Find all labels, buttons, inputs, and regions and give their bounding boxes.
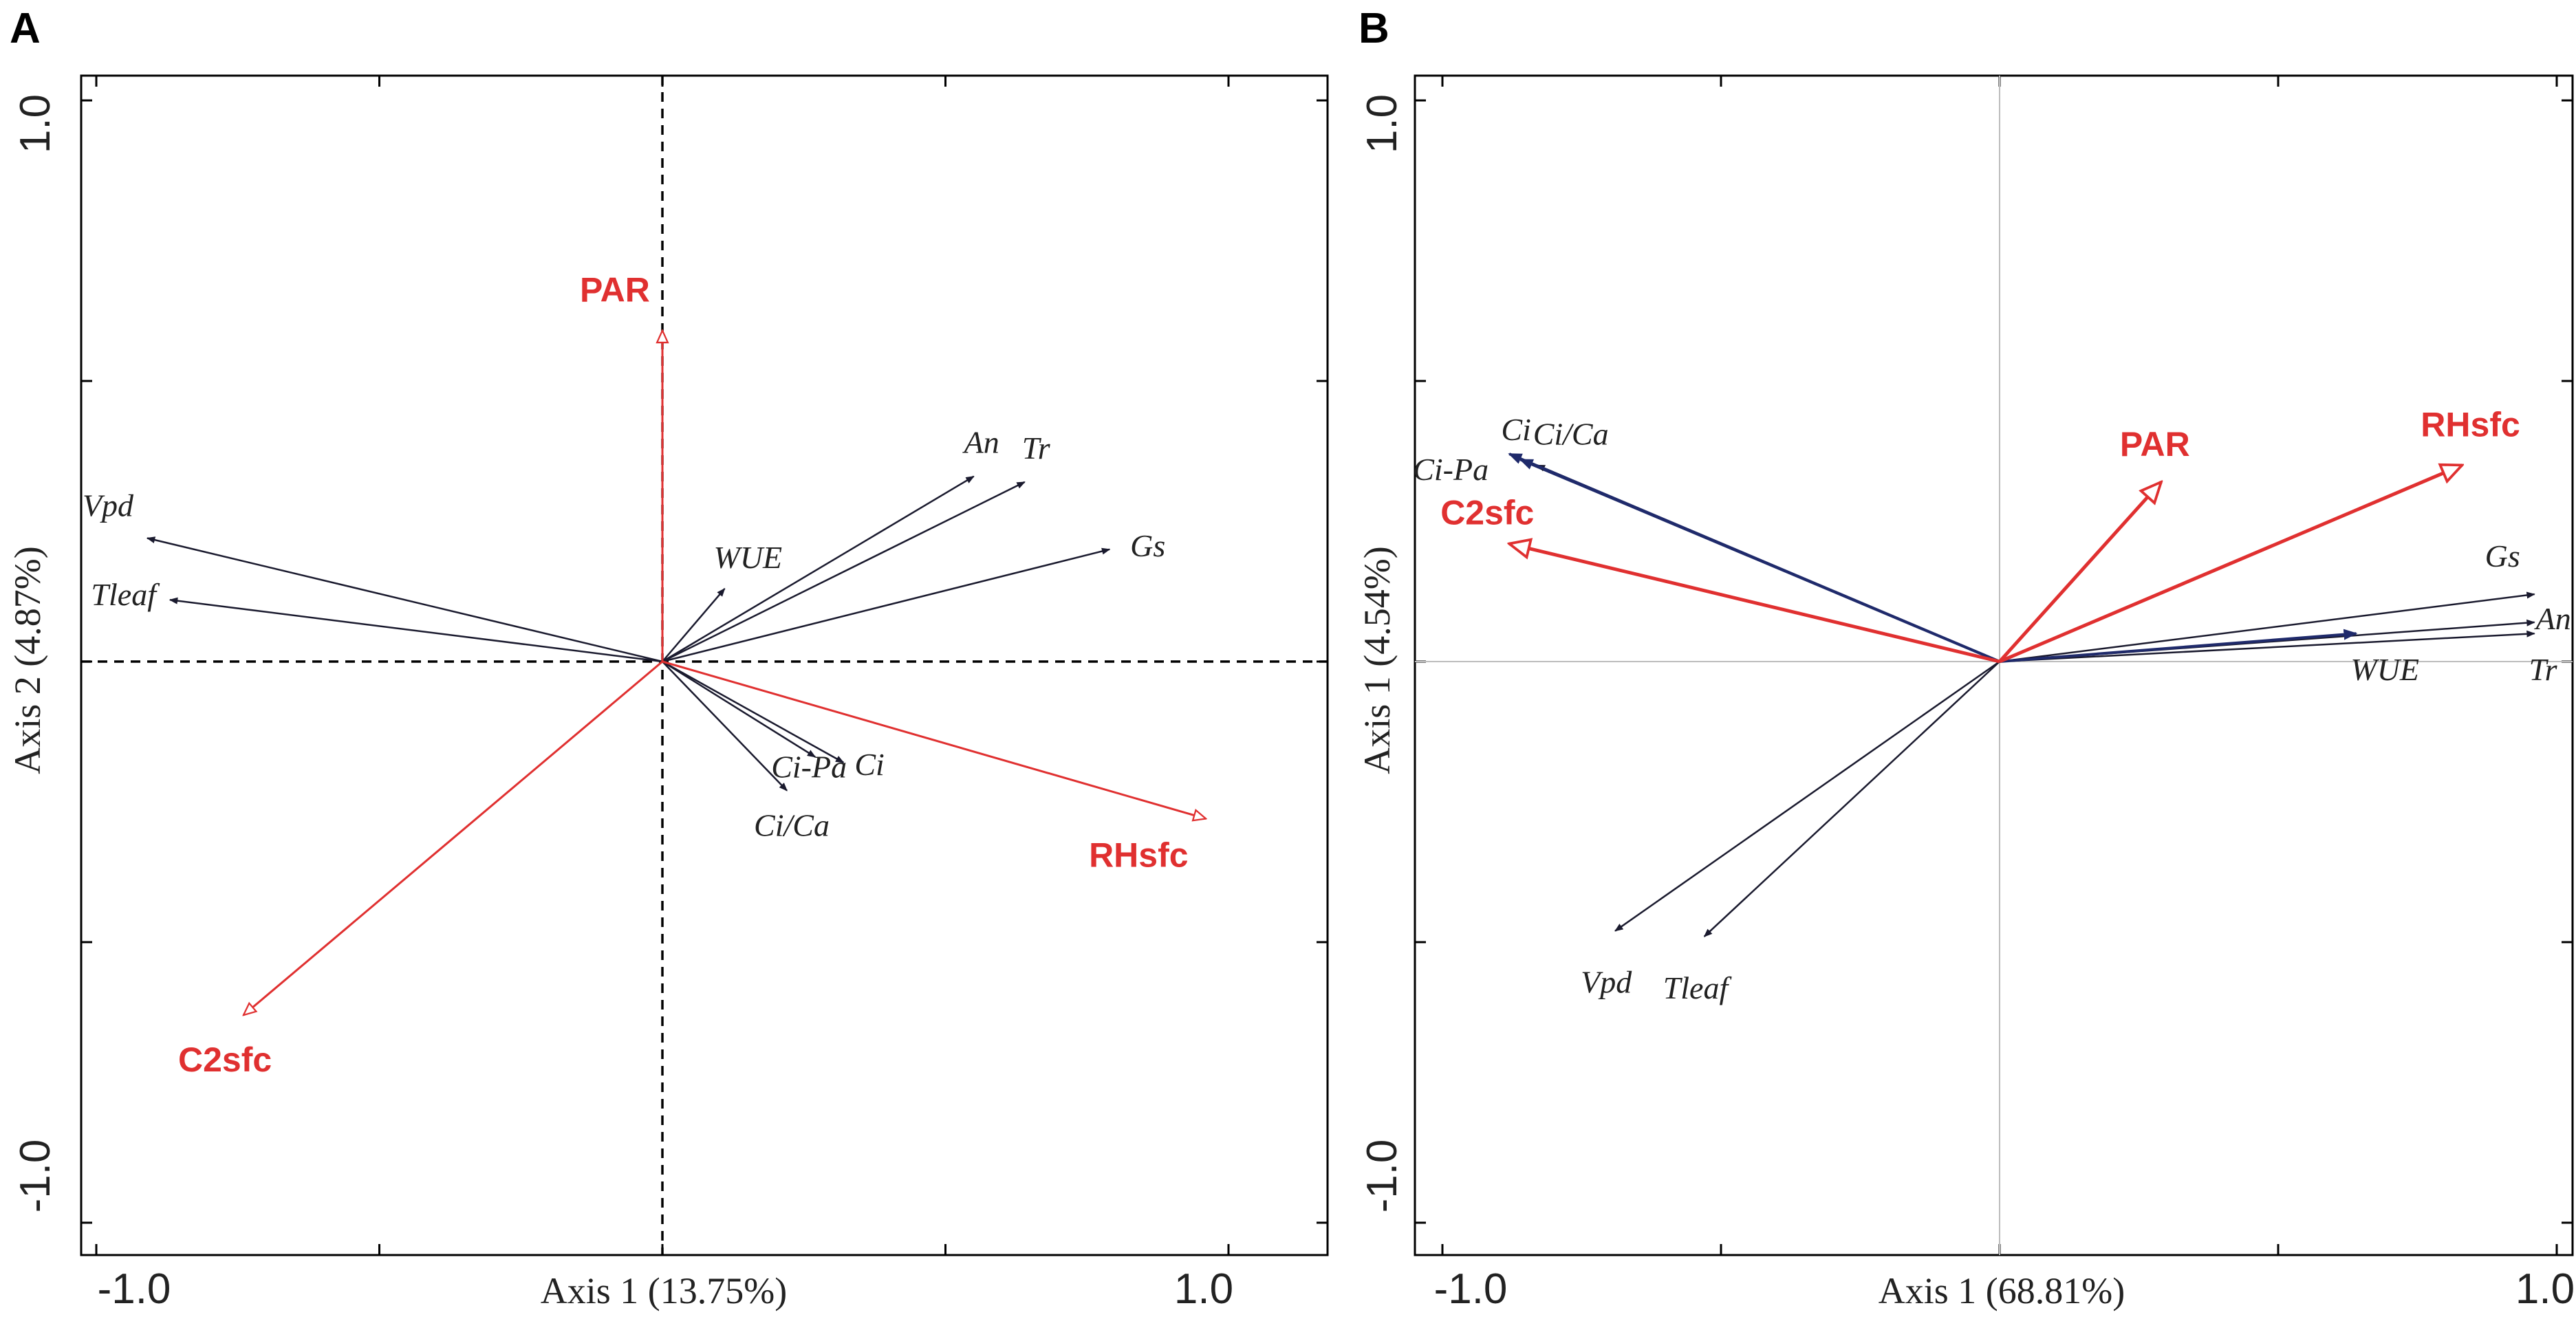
panel-a: A Vpd Tleaf WUE An Tr Gs Ci-Pa Ci Ci/Ca PAR RHsfc C… (7, 5, 1329, 1313)
environment-vector-c2sfc (243, 660, 663, 1015)
response-vector-gs (1999, 591, 2535, 663)
response-label-an: An (2534, 601, 2571, 636)
y-axis-title-a: Axis 2 (4.87%) (7, 546, 48, 774)
y-tick-min-b: -1.0 (1359, 1140, 1406, 1213)
response-label-gs: Gs (2485, 538, 2520, 574)
response-label-tleaf: Tleaf (91, 577, 160, 612)
response-label-vpd: Vpd (1581, 965, 1632, 1000)
response-label-an: An (962, 425, 999, 460)
response-vector-tleaf (169, 597, 663, 663)
response-label-ci-ca: Ci/Ca (754, 808, 830, 843)
response-vector-tr (1999, 630, 2535, 663)
response-label-wue: WUE (714, 540, 783, 575)
response-label-ci-pa: Ci-Pa (1413, 452, 1489, 487)
response-vector-gs (662, 547, 1111, 663)
response-label-ci-pa: Ci-Pa (771, 750, 847, 785)
x-axis-title-b: Axis 1 (68.81%) (1879, 1270, 2125, 1311)
y-tick-min-a: -1.0 (12, 1140, 59, 1213)
response-label-ci-ca: Ci/Ca (1533, 416, 1609, 451)
environment-label-c2sfc: C2sfc (1440, 494, 1534, 532)
response-vector-ci-pa (662, 660, 816, 758)
environment-vector-rhsfc (662, 660, 1206, 818)
panel-letter-b: B (1359, 5, 1389, 52)
panel-letter-a: A (10, 5, 41, 52)
x-tick-min-a: -1.0 (98, 1265, 171, 1313)
environment-vector-rhsfc (1999, 465, 2462, 664)
x-tick-max-b: 1.0 (2515, 1265, 2575, 1313)
environment-vector-par (1998, 482, 2161, 663)
response-label-vpd: Vpd (83, 488, 134, 523)
response-vector-ci-ca (662, 661, 788, 792)
response-vector-tleaf (1703, 661, 2000, 937)
vectors-b: Ci Ci/Ca Ci-Pa Gs An Tr WUE Vpd Tleaf PAR RHsfc C2s… (1413, 405, 2571, 1005)
x-tick-max-a: 1.0 (1174, 1265, 1233, 1313)
environment-vector-c2sfc (1509, 544, 2000, 664)
response-vector-ci-pa (1508, 453, 2000, 663)
response-vector-tr (662, 481, 1026, 663)
response-vector-wue (662, 587, 726, 662)
y-axis-title-b: Axis 1 (4.54%) (1356, 546, 1398, 774)
response-label-tr: Tr (2529, 652, 2558, 687)
plot-frame-a (80, 74, 1329, 1256)
response-label-gs: Gs (1130, 528, 1165, 563)
response-vector-an (662, 475, 975, 663)
response-label-wue: WUE (2350, 652, 2419, 687)
environment-label-c2sfc: C2sfc (178, 1040, 272, 1079)
environment-label-par: PAR (2120, 425, 2190, 464)
y-tick-max-a: 1.0 (12, 94, 59, 153)
response-vector-wue (1999, 629, 2358, 663)
response-vector-vpd (1614, 660, 2000, 932)
response-vector-vpd (146, 536, 663, 663)
environment-label-par: PAR (580, 271, 650, 309)
response-label-tleaf: Tleaf (1663, 970, 1733, 1005)
response-label-tr: Tr (1022, 430, 1051, 466)
x-tick-min-b: -1.0 (1434, 1265, 1508, 1313)
response-label-ci: Ci (1501, 412, 1530, 447)
plot-frame-b (1414, 74, 2574, 1256)
x-axis-title-a: Axis 1 (13.75%) (541, 1270, 787, 1311)
y-tick-max-b: 1.0 (1359, 94, 1406, 153)
environment-label-rhsfc: RHsfc (2421, 405, 2520, 444)
response-vector-ci (662, 660, 845, 763)
response-label-ci: Ci (854, 747, 884, 782)
environment-label-rhsfc: RHsfc (1089, 836, 1188, 874)
vectors-a: Vpd Tleaf WUE An Tr Gs Ci-Pa Ci Ci/Ca PAR RHsfc C2s… (83, 271, 1206, 1079)
